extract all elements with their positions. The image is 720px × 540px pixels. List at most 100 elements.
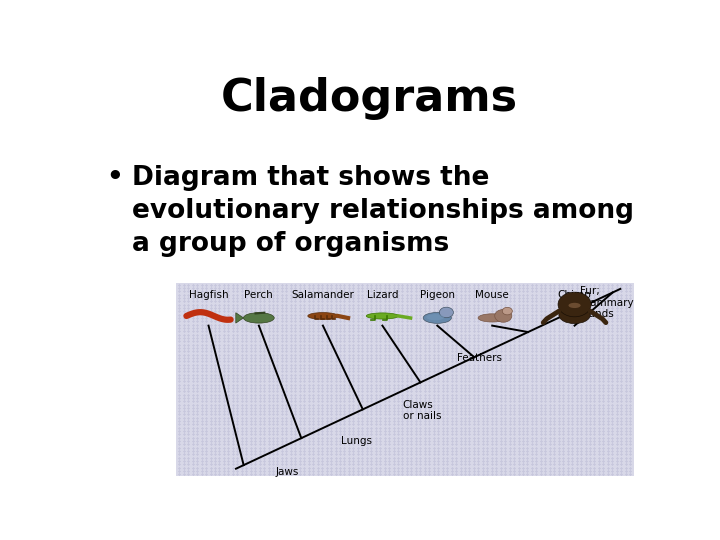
Point [464, 314, 475, 322]
Point [227, 427, 238, 435]
Point [539, 383, 551, 392]
Point [321, 390, 333, 399]
Point [455, 434, 467, 442]
Point [178, 327, 189, 336]
Point [571, 460, 582, 469]
Point [276, 360, 288, 369]
Point [567, 443, 578, 452]
Point [366, 320, 377, 329]
Point [187, 423, 199, 432]
Point [397, 427, 408, 435]
Point [178, 340, 189, 349]
Point [294, 437, 305, 445]
Point [294, 347, 305, 356]
Point [204, 417, 216, 426]
Point [330, 280, 341, 289]
Point [307, 467, 319, 475]
Point [236, 354, 248, 362]
Point [178, 367, 189, 375]
Point [602, 403, 613, 412]
Point [526, 377, 538, 386]
Point [338, 320, 350, 329]
Point [504, 387, 516, 395]
Point [258, 460, 270, 469]
Point [370, 294, 382, 302]
Point [210, 284, 221, 292]
Point [294, 443, 305, 452]
Point [513, 407, 524, 415]
Point [196, 383, 207, 392]
Point [508, 470, 520, 478]
Point [374, 307, 386, 316]
Point [271, 297, 283, 306]
Point [267, 284, 279, 292]
Point [267, 303, 279, 312]
Point [508, 354, 520, 362]
Point [343, 284, 355, 292]
Point [249, 447, 261, 455]
Point [557, 410, 569, 419]
Point [210, 343, 221, 352]
Point [200, 454, 212, 462]
Point [486, 414, 498, 422]
Point [441, 387, 453, 395]
Point [330, 330, 341, 339]
Point [236, 370, 248, 379]
Point [611, 294, 623, 302]
Point [348, 390, 359, 399]
Point [437, 407, 449, 415]
Point [441, 437, 453, 445]
Point [352, 383, 364, 392]
Point [557, 434, 569, 442]
Point [397, 294, 408, 302]
Point [366, 410, 377, 419]
Point [388, 284, 400, 292]
Point [428, 363, 439, 372]
Point [580, 350, 591, 359]
Point [370, 354, 382, 362]
Point [240, 343, 252, 352]
Point [192, 394, 203, 402]
Point [495, 334, 506, 342]
Point [598, 317, 609, 326]
Point [464, 407, 475, 415]
Point [263, 414, 274, 422]
Point [379, 343, 390, 352]
Point [549, 407, 560, 415]
Point [276, 317, 288, 326]
Point [624, 317, 636, 326]
Point [245, 423, 256, 432]
Point [522, 367, 534, 375]
Point [500, 410, 511, 419]
Point [504, 420, 516, 429]
Point [611, 390, 623, 399]
Point [374, 350, 386, 359]
Point [218, 450, 230, 458]
Point [178, 427, 189, 435]
Point [544, 457, 556, 465]
Point [513, 367, 524, 375]
Point [196, 337, 207, 346]
Point [611, 300, 623, 309]
Point [522, 443, 534, 452]
Point [602, 427, 613, 435]
Point [428, 320, 439, 329]
Point [174, 397, 185, 406]
Point [500, 407, 511, 415]
Point [330, 454, 341, 462]
Point [410, 394, 422, 402]
Point [616, 437, 627, 445]
Point [405, 340, 417, 349]
Point [522, 314, 534, 322]
Point [405, 427, 417, 435]
Point [321, 427, 333, 435]
Point [210, 287, 221, 296]
Point [307, 360, 319, 369]
Point [544, 337, 556, 346]
Point [526, 414, 538, 422]
Point [606, 387, 618, 395]
Point [240, 340, 252, 349]
Point [450, 387, 462, 395]
Point [182, 443, 194, 452]
Point [366, 303, 377, 312]
